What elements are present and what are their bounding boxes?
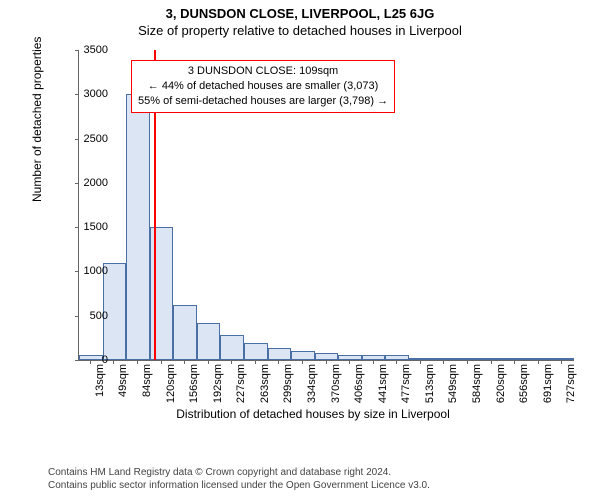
x-tick-mark [538,360,539,364]
annotation-line: ← 44% of detached houses are smaller (3,… [138,79,388,94]
histogram-bar [456,358,480,360]
histogram-bar [126,94,150,360]
annotation-box: 3 DUNSDON CLOSE: 109sqm← 44% of detached… [131,60,395,113]
y-tick-mark [75,227,79,228]
x-tick-mark [467,360,468,364]
y-tick-label: 500 [58,310,108,322]
y-tick-mark [75,183,79,184]
histogram-bar [503,358,527,360]
y-tick-label: 1500 [58,221,108,233]
chart-container: Number of detached properties 3 DUNSDON … [48,42,578,412]
x-tick-mark [113,360,114,364]
histogram-bar [338,355,362,360]
y-tick-mark [75,139,79,140]
x-tick-mark [231,360,232,364]
footnote-line-1: Contains HM Land Registry data © Crown c… [48,466,430,479]
histogram-bar [291,351,315,360]
histogram-bar [315,353,339,360]
x-tick-mark [184,360,185,364]
x-tick-mark [208,360,209,364]
x-tick-mark [396,360,397,364]
plot-area: 3 DUNSDON CLOSE: 109sqm← 44% of detached… [78,50,574,361]
x-tick-mark [137,360,138,364]
histogram-bar [268,348,292,360]
x-tick-mark [278,360,279,364]
histogram-bar [244,343,268,360]
annotation-line: 3 DUNSDON CLOSE: 109sqm [138,64,388,79]
x-tick-mark [90,360,91,364]
histogram-bar [409,358,433,360]
x-tick-mark [373,360,374,364]
x-tick-mark [161,360,162,364]
y-tick-label: 1000 [58,265,108,277]
x-axis-label: Distribution of detached houses by size … [48,407,578,421]
histogram-bar [220,335,244,360]
y-tick-mark [75,50,79,51]
page-title: 3, DUNSDON CLOSE, LIVERPOOL, L25 6JG [0,0,600,21]
footnote: Contains HM Land Registry data © Crown c… [48,466,430,492]
histogram-bar [433,358,457,360]
y-tick-mark [75,316,79,317]
page-subtitle: Size of property relative to detached ho… [0,21,600,38]
y-tick-label: 2000 [58,177,108,189]
x-tick-mark [514,360,515,364]
histogram-bar [197,323,221,360]
x-tick-mark [302,360,303,364]
y-tick-label: 3500 [58,44,108,56]
histogram-bar [173,305,197,360]
x-tick-mark [349,360,350,364]
y-tick-mark [75,360,79,361]
y-tick-mark [75,271,79,272]
y-tick-label: 2500 [58,133,108,145]
x-tick-mark [255,360,256,364]
y-tick-label: 3000 [58,88,108,100]
x-tick-mark [491,360,492,364]
x-tick-mark [326,360,327,364]
annotation-line: 55% of semi-detached houses are larger (… [138,94,388,109]
x-tick-mark [561,360,562,364]
histogram-bar [385,355,409,360]
x-tick-mark [443,360,444,364]
histogram-bar [550,358,574,360]
y-tick-mark [75,94,79,95]
x-tick-mark [420,360,421,364]
footnote-line-2: Contains public sector information licen… [48,479,430,492]
y-axis-label: Number of detached properties [30,37,44,202]
